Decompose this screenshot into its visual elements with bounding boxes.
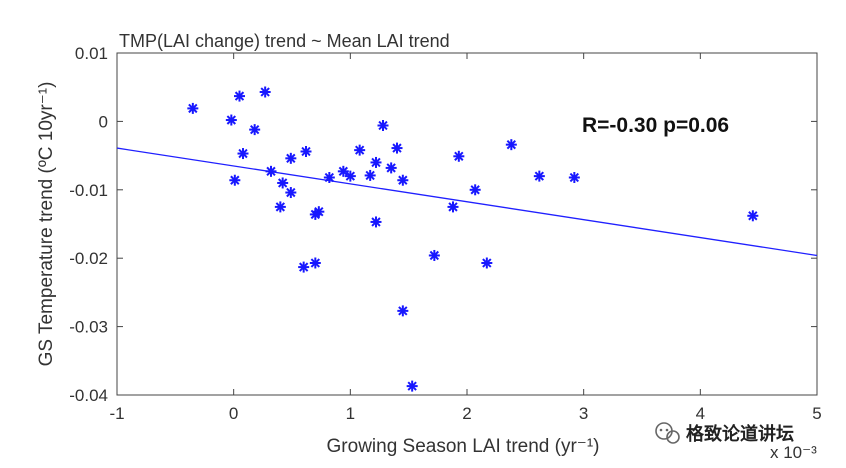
data-point	[298, 261, 310, 273]
x-tick-label: -1	[109, 404, 124, 423]
data-point	[259, 86, 271, 98]
data-point	[237, 148, 249, 160]
data-point	[313, 206, 325, 218]
y-tick-label: -0.03	[69, 318, 108, 337]
y-tick-label: -0.01	[69, 181, 108, 200]
x-tick-label: 2	[462, 404, 471, 423]
y-tick-label: -0.02	[69, 249, 108, 268]
chart-title: TMP(LAI change) trend ~ Mean LAI trend	[119, 31, 450, 51]
data-point	[505, 139, 517, 151]
data-point	[370, 156, 382, 168]
data-point	[323, 171, 335, 183]
x-axis: -1 0 1 2 3 4 5	[109, 53, 822, 423]
data-point	[428, 249, 440, 261]
y-axis: 0.01 0 -0.01 -0.02 -0.03 -0.04	[69, 44, 817, 405]
x-tick-label: 5	[812, 404, 821, 423]
data-point	[533, 170, 545, 182]
data-point	[377, 120, 389, 132]
data-point	[397, 305, 409, 317]
data-point	[447, 201, 459, 213]
data-point	[391, 142, 403, 154]
correlation-annotation: R=-0.30 p=0.06	[582, 114, 729, 137]
y-axis-label: GS Temperature trend (ºC 10yr⁻¹)	[36, 82, 57, 367]
watermark: 格致论道讲坛	[655, 422, 794, 444]
data-point	[453, 150, 465, 162]
data-point	[397, 174, 409, 186]
data-point	[249, 124, 261, 136]
y-tick-label: -0.04	[69, 386, 108, 405]
data-point	[234, 90, 245, 102]
data-point	[285, 152, 297, 164]
data-point	[481, 257, 493, 269]
x-tick-label: 3	[579, 404, 588, 423]
data-point	[225, 114, 237, 126]
data-point	[229, 174, 241, 186]
x-tick-label: 4	[696, 404, 705, 423]
watermark-text: 格致论道讲坛	[686, 423, 794, 444]
data-points	[187, 86, 759, 392]
x-tick-label: 1	[346, 404, 355, 423]
data-point	[265, 165, 277, 177]
data-point	[187, 102, 199, 114]
data-point	[277, 177, 289, 189]
y-tick-label: 0	[99, 112, 108, 131]
data-point	[385, 162, 397, 174]
wechat-icon	[655, 422, 680, 444]
data-point	[406, 380, 418, 392]
x-axis-label: Growing Season LAI trend (yr⁻¹)	[327, 436, 600, 457]
x-scale-label: x 10⁻³	[770, 443, 817, 462]
data-point	[370, 216, 382, 228]
data-point	[747, 210, 759, 222]
data-point	[285, 187, 297, 199]
trend-line	[116, 147, 818, 257]
data-point	[274, 201, 286, 213]
data-point	[364, 169, 376, 181]
plot-area	[116, 52, 818, 396]
data-point	[469, 184, 481, 196]
data-point	[300, 145, 312, 157]
data-point	[568, 171, 580, 183]
x-tick-label: 0	[229, 404, 238, 423]
data-point	[354, 144, 366, 156]
y-tick-label: 0.01	[75, 44, 108, 63]
data-point	[337, 165, 349, 177]
data-point	[309, 257, 321, 269]
data-point	[344, 170, 356, 182]
